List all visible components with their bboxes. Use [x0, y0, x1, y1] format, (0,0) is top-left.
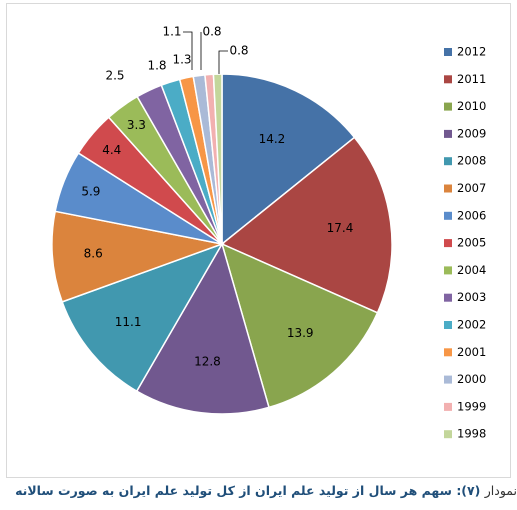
pie-slice-2008	[61, 242, 224, 393]
slice-label-2005: 4.4	[102, 143, 121, 157]
legend-swatch-2012	[444, 48, 452, 56]
pie-chart: 14.2 17.4 13.9 12.8 11.1 8.6 5.9 4.4 3.3 2.5 1.8 1.…	[51, 25, 486, 441]
slice-label-2012: 14.2	[259, 132, 286, 146]
slice-label-2001: 1.3	[172, 53, 191, 67]
leader-lines	[183, 31, 228, 74]
chart-caption: نمودار (۷): سهم هر سال از تولید علم ایرا…	[0, 483, 517, 498]
legend-swatch-1999	[444, 402, 452, 411]
legend-label-2005: 2005	[457, 236, 486, 250]
legend-swatch-2009	[444, 129, 452, 138]
legend-swatch-2010	[444, 102, 452, 111]
legend-label-2009: 2009	[457, 126, 486, 140]
legend-swatch-2005	[444, 239, 452, 248]
slice-label-2003: 2.5	[105, 69, 124, 83]
legend-label-2001: 2001	[457, 345, 486, 359]
legend-swatch-2006	[444, 211, 452, 220]
legend-label-2010: 2010	[457, 99, 486, 113]
caption-number: (۷):	[456, 483, 481, 498]
slice-label-2004: 3.3	[127, 118, 146, 132]
legend-label-2003: 2003	[457, 290, 486, 304]
legend-label-1998: 1998	[457, 427, 486, 441]
legend-swatch-2008	[444, 157, 452, 166]
slice-label-2009: 12.8	[194, 355, 221, 369]
caption-prefix: نمودار	[484, 483, 517, 498]
caption-text: سهم هر سال از تولید علم ایران از کل تولی…	[15, 483, 452, 498]
legend-label-2006: 2006	[457, 208, 486, 222]
legend-swatch-2004	[444, 266, 452, 275]
legend-label-2002: 2002	[457, 318, 486, 332]
legend-label-2004: 2004	[457, 263, 486, 277]
legend-swatch-2011	[444, 75, 452, 84]
pie-slice-2010	[220, 242, 379, 409]
slice-label-1998: 0.8	[229, 44, 248, 58]
pie-slice-2011	[220, 136, 393, 314]
leader-line-1998	[218, 50, 228, 74]
legend-swatch-2002	[444, 321, 452, 329]
legend-swatch-2001	[444, 348, 452, 357]
slice-labels: 14.2 17.4 13.9 12.8 11.1 8.6 5.9 4.4 3.3 2.5 1.8 1.…	[81, 25, 353, 369]
slice-label-2007: 8.6	[84, 246, 103, 260]
legend-swatch-2000	[444, 375, 452, 384]
legend-label-2008: 2008	[457, 154, 486, 168]
slice-label-2000: 1.1	[162, 25, 181, 39]
pie-slice-2007	[51, 210, 225, 303]
pie-slice-2012	[221, 73, 356, 246]
slice-label-2011: 17.4	[327, 221, 354, 235]
slice-label-2010: 13.9	[287, 326, 314, 340]
legend-label-2012: 2012	[457, 45, 486, 59]
legend-swatch-1998	[444, 430, 452, 439]
legend-label-2007: 2007	[457, 181, 486, 195]
leader-line-2000	[183, 31, 193, 70]
legend-swatch-2003	[444, 293, 452, 302]
pie-slice-2009	[135, 242, 270, 415]
slice-label-2006: 5.9	[81, 184, 100, 198]
legend-label-1999: 1999	[457, 399, 486, 413]
slice-label-1999: 0.8	[202, 25, 221, 39]
legend: 2012 2011 2010 2009 2008 2007 2006 2005 2004 2003…	[444, 45, 486, 441]
pie-slice-1998	[212, 73, 223, 245]
legend-swatch-2007	[444, 184, 452, 193]
slice-label-2008: 11.1	[115, 315, 142, 329]
pie-slices	[51, 73, 393, 415]
legend-label-2000: 2000	[457, 372, 486, 386]
legend-label-2011: 2011	[457, 72, 486, 86]
slice-label-2002: 1.8	[147, 59, 166, 73]
